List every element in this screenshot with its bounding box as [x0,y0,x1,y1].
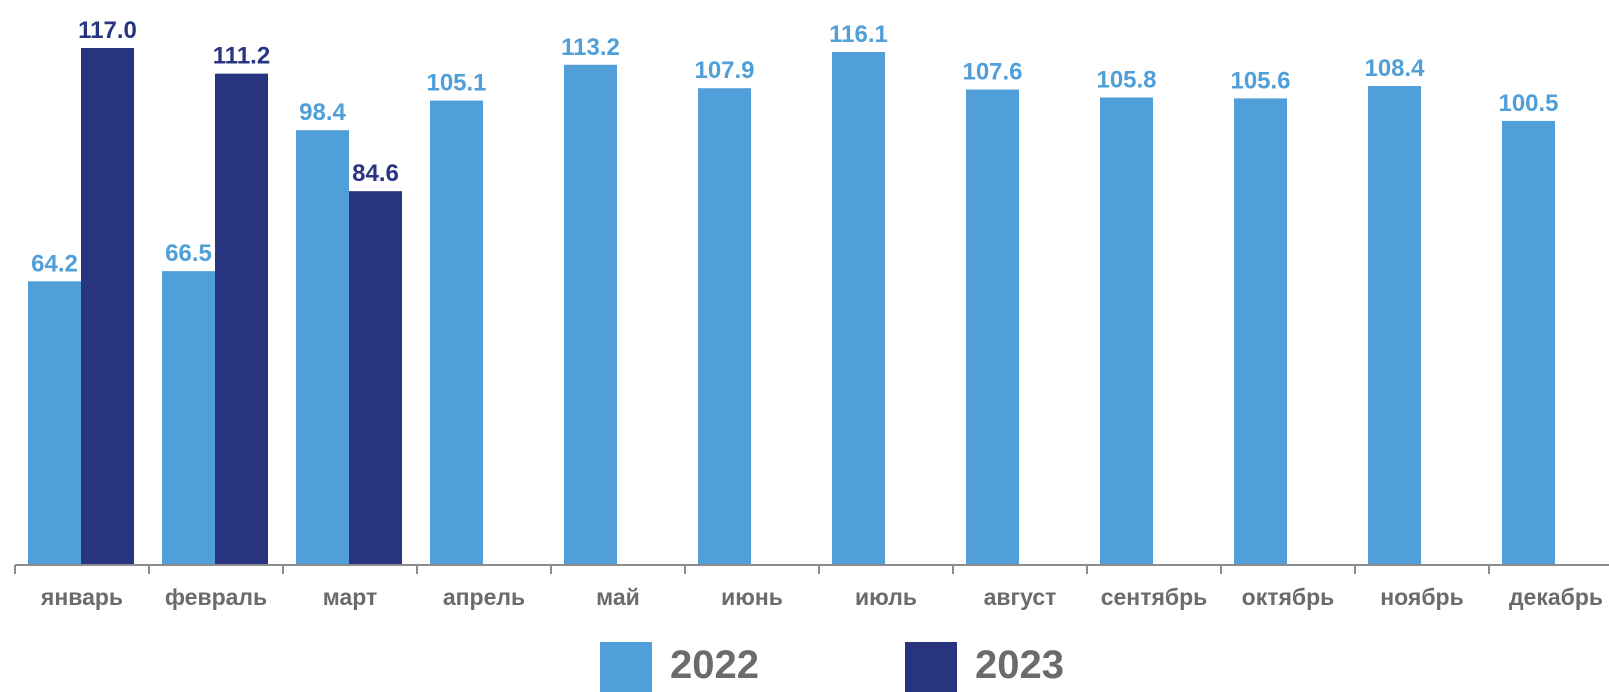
x-axis-label-3: март [323,584,378,610]
data-label-2022-10: 105.6 [1230,67,1290,94]
data-label-2022-4: 105.1 [426,70,486,97]
x-axis-label-9: сентябрь [1101,584,1208,610]
bar-2022-7 [832,51,885,565]
bar-2022-6 [698,88,751,565]
x-axis-label-2: февраль [165,584,267,610]
bar-2022-9 [1100,97,1153,565]
x-axis-label-1: январь [40,584,123,610]
data-label-2022-6: 107.9 [694,57,754,84]
data-label-2022-11: 108.4 [1364,55,1425,82]
bars-group [28,48,1555,566]
x-axis-label-6: июнь [721,584,783,610]
data-label-2022-5: 113.2 [561,34,620,61]
bar-2022-4 [430,100,483,565]
legend-swatch-2023 [905,642,957,692]
bar-2022-1 [28,281,81,565]
bar-2022-3 [296,130,349,565]
bar-2023-3 [349,191,402,565]
legend-swatch-2022 [600,642,652,692]
bar-2022-5 [564,64,617,566]
bar-2023-2 [215,73,268,565]
data-label-2022-12: 100.5 [1498,90,1558,117]
legend-label-2023: 2023 [975,643,1064,687]
x-axis-label-5: май [596,584,640,610]
value-labels-group: 64.2 117.0 66.5 111.2 98.4 84.6 105.1 113.2 107.… [31,17,1558,277]
bar-2022-12 [1502,120,1555,566]
bar-2022-11 [1368,86,1421,565]
x-axis-label-4: апрель [443,584,525,610]
data-label-2023-2: 111.2 [213,43,270,70]
data-label-2022-8: 107.6 [962,59,1022,86]
data-label-2022-1: 64.2 [31,250,78,277]
bar-2022-2 [162,271,215,565]
legend-label-2022: 2022 [670,643,759,687]
data-label-2023-1: 117.0 [78,17,137,44]
x-axis-label-11: ноябрь [1380,584,1463,610]
x-axis-labels: январь февраль март апрель май июнь июль август… [40,584,1603,610]
bar-2023-1 [81,48,134,565]
data-label-2022-7: 116.1 [829,21,888,48]
x-axis-label-7: июль [855,584,917,610]
data-label-2022-9: 105.8 [1096,66,1156,93]
x-axis-label-12: декабрь [1509,584,1603,610]
data-label-2023-3: 84.6 [352,160,399,187]
data-label-2022-2: 66.5 [165,240,212,267]
x-axis-ticks [14,565,1490,574]
x-axis-label-10: октябрь [1242,584,1335,610]
legend: 2022 2023 [0,640,1609,692]
bar-2022-10 [1234,98,1287,565]
x-axis-label-8: август [984,584,1057,610]
bar-chart: 64.2 117.0 66.5 111.2 98.4 84.6 105.1 113.2 107.… [14,17,1609,610]
data-label-2022-3: 98.4 [299,99,346,126]
bar-2022-8 [966,89,1019,566]
